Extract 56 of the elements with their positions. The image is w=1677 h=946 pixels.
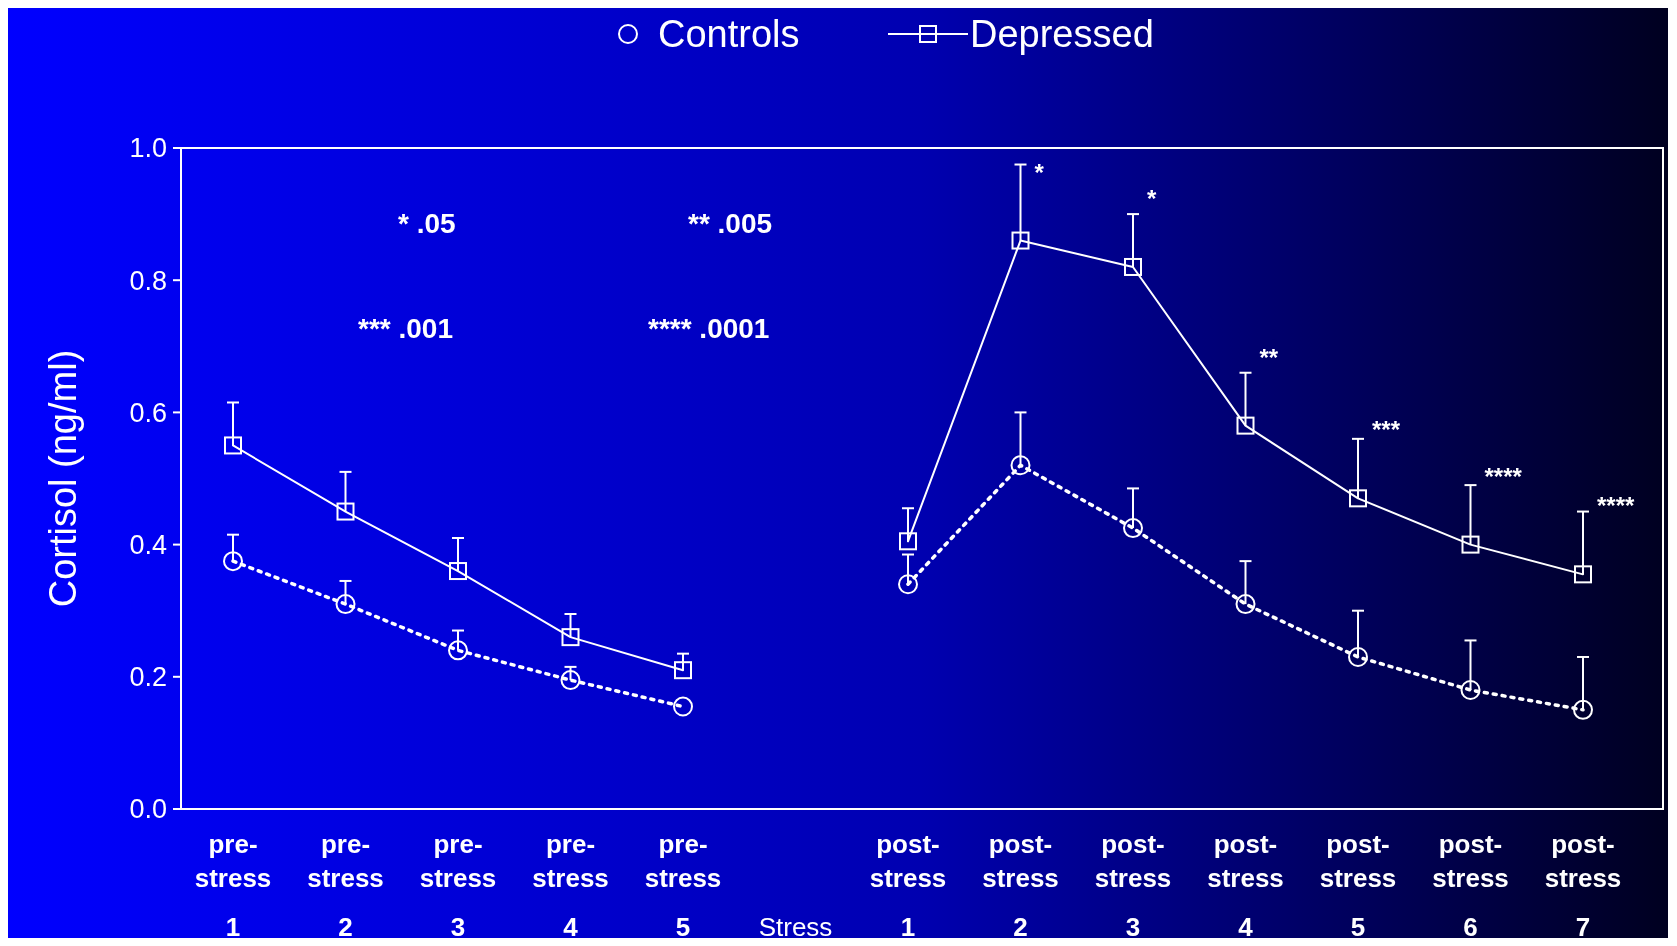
x-tick-label: post- stress 4 (1207, 829, 1284, 942)
point (1349, 489, 1367, 508)
annotation: ** .005 (688, 208, 773, 239)
x-tick-label: pre- stress 3 (419, 829, 497, 942)
point (1010, 455, 1031, 476)
point (561, 628, 580, 647)
point (449, 562, 467, 581)
y-tick-label: 1.0 (129, 133, 167, 164)
annotation: **** (1597, 492, 1636, 520)
x-tick-label: post- stress 1 (869, 829, 947, 942)
y-axis-title: Cortisol (ng/ml) (42, 349, 84, 608)
y-tick-label: 0.2 (129, 662, 167, 693)
annotation: **** (1484, 462, 1523, 490)
point (674, 661, 692, 680)
annotation: * (1034, 158, 1045, 186)
annotation: *** .001 (358, 313, 453, 344)
x-tick-label: pre- stress 4 (532, 829, 609, 942)
point (1573, 699, 1593, 720)
point (1011, 231, 1030, 250)
point (899, 532, 917, 551)
x-tick-label: post- stress 6 (1432, 829, 1509, 942)
y-tick-label: 0.8 (129, 265, 167, 296)
x-tick-label: pre- stress 2 (307, 829, 384, 942)
annotation: * .05 (398, 208, 456, 239)
point (1574, 565, 1592, 584)
point (1235, 594, 1256, 615)
point (1460, 680, 1481, 701)
point (898, 574, 918, 595)
y-tick-label: 0.6 (129, 397, 167, 428)
point (1123, 518, 1143, 539)
point (224, 436, 242, 455)
point (336, 502, 355, 521)
x-tick-label: post- stress 3 (1094, 829, 1172, 942)
point (1461, 535, 1480, 554)
point (560, 670, 581, 691)
point (673, 696, 693, 717)
x-tick-label: post- stress 7 (1544, 829, 1622, 942)
legend-label: Depressed (970, 13, 1154, 56)
annotation: ** (1259, 343, 1279, 371)
annotation: **** .0001 (648, 313, 770, 344)
point (1236, 416, 1255, 435)
y-tick-label: 0.4 (129, 530, 167, 561)
legend-label: Controls (658, 13, 800, 56)
x-tick-label: post- stress 2 (982, 829, 1059, 942)
x-tick-label: pre- stress 5 (644, 829, 722, 942)
x-tick-label: pre- stress 1 (194, 829, 272, 942)
point (335, 594, 356, 615)
point (1348, 646, 1368, 667)
point (1124, 257, 1142, 276)
x-tick-label: Stress (758, 912, 833, 942)
annotation: *** (1372, 416, 1401, 444)
annotation: * (1147, 184, 1157, 212)
point (448, 640, 468, 661)
y-tick-label: 0.0 (129, 794, 167, 825)
x-tick-label: post- stress 5 (1319, 829, 1397, 942)
point (223, 551, 243, 572)
